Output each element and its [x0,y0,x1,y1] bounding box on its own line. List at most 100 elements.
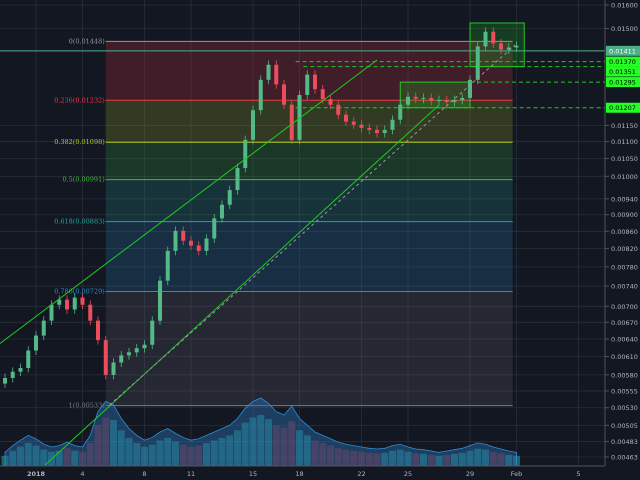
price-tick-label: 0.00483 [611,438,638,446]
trend-lines[interactable] [0,44,516,466]
time-tick-label: 29 [466,470,474,478]
volume-bar [265,419,272,466]
fib-level-label: 0.5(0.00991) [62,176,105,184]
volume-bar [435,455,443,466]
candle-body [227,190,232,205]
price-tick-label: 0.01100 [611,138,638,146]
volume-bar [358,451,365,466]
horizontal-levels[interactable] [0,50,605,109]
candle-body [57,299,62,305]
candle-body [483,31,488,47]
candle-body [26,350,31,369]
candle-body [10,371,15,379]
volume-bar [288,421,296,466]
volume-bar [327,445,334,466]
fib-zone [105,291,513,406]
volume-bar [497,453,505,466]
volume-bar [234,430,241,466]
candle-body [65,299,69,310]
price-tick-label: 0.01500 [611,25,638,33]
candle-body [251,110,255,140]
price-marker-label: 0.01207 [609,104,636,112]
time-tick-label: 2018 [27,470,46,478]
candle-body [390,119,395,130]
volume-bar [420,453,427,466]
candle-body [243,139,248,169]
volume-bar [404,451,412,466]
price-tick-label: 0.01050 [611,155,638,163]
candle-body [499,43,503,50]
volume-bar [32,445,40,466]
volume-bar [195,445,203,466]
price-tick-label: 0.01600 [611,2,638,10]
time-tick-label: 5 [576,470,580,478]
price-marker [606,56,640,67]
time-tick-label: 25 [404,470,412,478]
volume-bar [350,450,358,466]
candle-body [142,344,147,349]
candle-body [204,238,209,251]
candle-body [150,320,155,345]
trend-line [44,104,440,466]
price-tick-label: 0.00610 [611,353,638,361]
volume-bar [489,451,497,466]
candle-body [506,47,511,50]
candle-body [313,74,317,90]
price-tick-label: 0.00530 [611,404,638,412]
candle-body [297,94,302,140]
volume-bar [203,443,210,466]
candle-body [398,104,403,120]
price-axis-labels: 0.01600 0.01500 0.01150 0.01100 0.01050 0.010… [605,2,640,461]
volume-bar [71,450,79,466]
candle-body [96,320,100,341]
volume-bar [412,453,420,466]
candle-body [119,355,124,363]
candle-body [437,99,441,101]
price-tick-label: 0.00463 [611,453,638,461]
price-tick-label: 0.00820 [611,245,638,253]
volume-bar [482,449,489,466]
candle-body [158,280,162,321]
price-tick-label: 0.00940 [611,195,638,203]
price-marker [606,77,640,88]
volume-bar [458,452,466,466]
volume-bar [94,425,102,466]
candle-body [18,368,23,372]
candle-body [305,74,310,95]
price-marker-label: 0.01411 [609,47,636,55]
volume-series [1,397,520,467]
volume-bar [451,453,458,466]
fib-level-label: 0.618(0.00883) [54,218,105,226]
candle-body [367,127,372,130]
price-tick-label: 0.00860 [611,228,638,236]
candle-body [421,97,426,99]
trend-line [0,59,378,344]
candle-body [88,304,93,321]
candle-body [328,99,333,105]
candle-body [220,204,224,219]
volume-bar [373,453,381,466]
volume-bar [141,446,148,466]
volume-bar [280,427,288,466]
volume-bar [117,430,125,466]
fib-level-label: 0.786(0.00729) [54,288,105,296]
time-tick-label: Feb [511,470,523,478]
volume-bar [427,454,435,466]
volume-bar [210,440,218,466]
price-tick-label: 0.00740 [611,283,638,291]
candle-body [359,124,364,128]
price-marker [606,66,640,77]
time-axis[interactable] [0,466,640,480]
candle-body [351,121,356,125]
volume-bar [365,452,373,466]
volume-bar [443,454,451,466]
volume-bar [110,420,117,466]
price-tick-label: 0.00900 [611,211,638,219]
price-marker-label: 0.01370 [609,58,636,66]
price-tick-label: 0.01150 [611,122,638,130]
fib-zone [105,142,513,180]
volume-bar [381,452,389,466]
price-tick-label: 0.00580 [611,371,638,379]
candle-body [196,245,201,251]
